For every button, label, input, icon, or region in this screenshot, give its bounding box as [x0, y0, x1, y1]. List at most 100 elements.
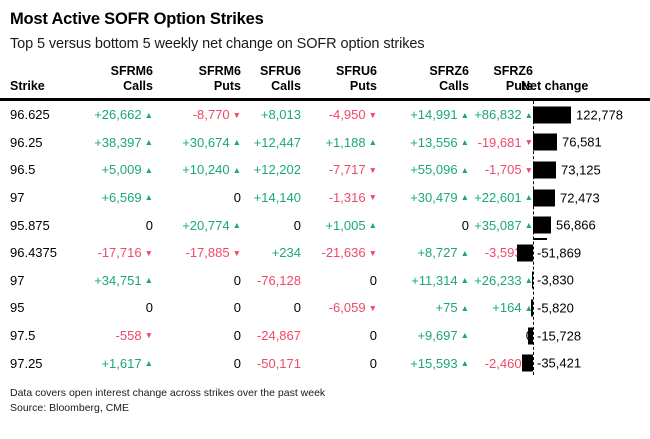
column-header-sfrz6-puts: SFRZ6 Puts	[493, 64, 533, 93]
value-cell: +8,727 ▲	[417, 245, 469, 261]
net-change-cell: 76,581	[533, 129, 642, 157]
trend-up-icon: ▲	[524, 275, 533, 286]
value-cell: +1,188 ▲	[325, 134, 377, 150]
value-cell: -1,316 ▼	[328, 190, 377, 206]
trend-down-icon: ▼	[368, 109, 377, 120]
net-change-bar	[522, 354, 533, 372]
trend-up-icon: ▲	[524, 192, 533, 203]
column-header-strike: Strike	[10, 79, 45, 93]
table-row: 96.5 +5,009 ▲ +10,240 ▲ +12,202 -7,717 ▼ +55,096…	[10, 156, 642, 184]
net-change-value: -5,820	[537, 300, 574, 316]
column-header-sfrm6-calls: SFRM6 Calls	[110, 64, 153, 93]
net-change-value: -3,830	[537, 272, 574, 288]
trend-up-icon: ▲	[460, 247, 469, 258]
column-header-sfru6-calls: SFRU6 Calls	[260, 64, 301, 93]
value-cell: +26,662 ▲	[94, 107, 153, 123]
table-row: 97.25+1,617▲0-50,1710+15,593▲-2,460▼-35,…	[10, 349, 642, 377]
trend-down-icon: ▼	[232, 247, 241, 258]
value-cell: +75 ▲	[435, 300, 469, 316]
table-body: 96.625 +26,662 ▲ -8,770 ▼ +8,013 -4,950 ▼ +14,99…	[10, 101, 642, 377]
value-cell: 0	[293, 217, 301, 233]
value-cell: 0	[469, 328, 533, 343]
value-cell: 0	[461, 217, 469, 233]
value-cell: +10,240 ▲	[182, 162, 241, 178]
column-header-net-change: Net change	[521, 79, 589, 93]
value-cell: +9,697 ▲	[417, 328, 469, 344]
trend-up-icon: ▲	[460, 357, 469, 368]
trend-up-icon: ▲	[460, 137, 469, 148]
value-cell: +1,005 ▲	[325, 217, 377, 233]
source-line: Source: Bloomberg, CME	[10, 401, 130, 414]
net-change-bar	[533, 106, 571, 124]
value-cell: +1,617 ▲	[101, 355, 153, 371]
value-cell: +12,202	[253, 162, 301, 178]
net-change-zero-axis	[533, 101, 534, 375]
net-change-value: 76,581	[562, 134, 602, 150]
table-row: 96.625 +26,662 ▲ -8,770 ▼ +8,013 -4,950 ▼ +14,99…	[10, 101, 642, 129]
table-row: 97 +34,751 ▲ 0 -76,128 0 +11,314 ▲ +26,233 ▲ -3,83…	[10, 267, 642, 295]
value-cell: -4,950 ▼	[328, 107, 377, 123]
header-divider	[0, 98, 650, 101]
table-row: 95.875 0 +20,774 ▲ 0 +1,005 ▲ 0 +35,087 ▲ 56,866	[10, 211, 642, 239]
net-change-value: -35,421	[537, 355, 582, 371]
value-cell: 0	[293, 300, 301, 316]
value-cell: -8,770 ▼	[192, 107, 241, 123]
value-cell: -7,717 ▼	[328, 162, 377, 178]
trend-up-icon: ▲	[232, 137, 241, 148]
net-change-bar	[533, 189, 555, 207]
column-header-sfru6-puts: SFRU6 Puts	[336, 64, 377, 93]
net-change-bar	[533, 133, 557, 151]
trend-down-icon: ▼	[524, 164, 533, 175]
strike-cell: 96.5	[10, 162, 36, 178]
net-change-bar	[528, 327, 533, 345]
value-cell: +38,397 ▲	[94, 134, 153, 150]
value-cell: 0	[233, 190, 241, 206]
value-cell: +14,140	[253, 190, 301, 206]
value-cell: +30,674 ▲	[182, 134, 241, 150]
strike-cell: 97.5	[10, 328, 36, 344]
strike-cell: 95.875	[10, 217, 50, 233]
value-cell: 0	[233, 300, 241, 316]
strike-cell: 97.25	[10, 355, 43, 371]
net-change-cell: -15,728	[528, 322, 642, 350]
trend-up-icon: ▲	[144, 275, 153, 286]
value-cell: -24,867	[256, 328, 301, 344]
axis-zero-tick	[533, 238, 547, 240]
net-change-bar	[517, 244, 533, 262]
trend-down-icon: ▼	[368, 164, 377, 175]
trend-down-icon: ▼	[232, 109, 241, 120]
value-cell: 0	[369, 272, 377, 288]
page-subtitle: Top 5 versus bottom 5 weekly net change …	[10, 36, 425, 52]
value-cell: +5,009 ▲	[101, 162, 153, 178]
value-cell: 0	[369, 355, 377, 371]
trend-up-icon: ▲	[368, 137, 377, 148]
trend-up-icon: ▲	[144, 109, 153, 120]
net-change-value: 56,866	[556, 217, 596, 233]
trend-up-icon: ▲	[460, 330, 469, 341]
strikes-table: Strike SFRM6 Calls SFRM6 Puts SFRU6 Calls SFRU…	[0, 64, 650, 377]
trend-down-icon: ▼	[368, 302, 377, 313]
table-row: 97 +6,569 ▲ 0 +14,140 -1,316 ▼ +30,479 ▲ +22,601 ▲…	[10, 184, 642, 212]
page-title: Most Active SOFR Option Strikes	[10, 10, 264, 28]
value-cell: -1,705 ▼	[484, 162, 533, 178]
trend-up-icon: ▲	[460, 164, 469, 175]
net-change-value: -15,728	[537, 328, 582, 344]
table-row: 96.4375 -17,716 ▼ -17,885 ▼ +234 -21,636 ▼ +8,72…	[10, 239, 642, 267]
value-cell: -19,681 ▼	[477, 134, 533, 150]
trend-up-icon: ▲	[144, 357, 153, 368]
trend-up-icon: ▲	[460, 109, 469, 120]
strike-cell: 97	[10, 272, 25, 288]
value-cell: +11,314 ▲	[411, 272, 469, 288]
trend-up-icon: ▲	[144, 137, 153, 148]
net-change-bar	[533, 161, 556, 179]
trend-up-icon: ▲	[524, 219, 533, 230]
trend-up-icon: ▲	[232, 219, 241, 230]
value-cell: -17,716 ▼	[97, 245, 153, 261]
footnote: Data covers open interest change across …	[10, 386, 326, 399]
net-change-value: -51,869	[537, 245, 582, 261]
value-cell: +20,774 ▲	[182, 217, 241, 233]
net-change-cell: 73,125	[533, 156, 642, 184]
value-cell: -76,128	[256, 272, 301, 288]
